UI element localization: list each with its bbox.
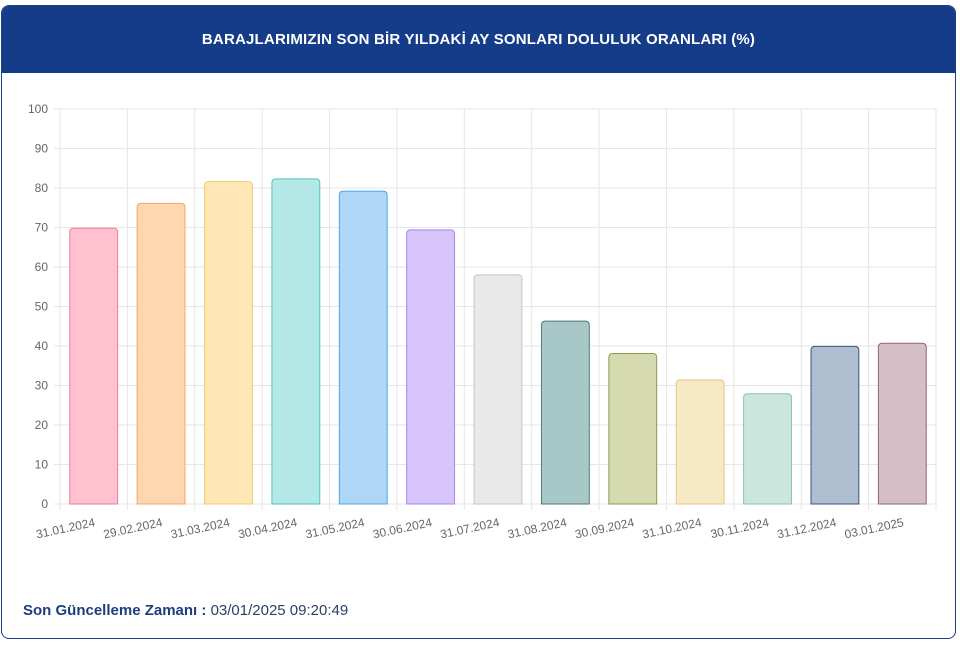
bar-30.11.2024 xyxy=(743,393,792,505)
chart-header: BARAJLARIMIZIN SON BİR YILDAKİ AY SONLAR… xyxy=(2,6,955,73)
bar-31.08.2024 xyxy=(540,320,590,505)
y-tick-label: 40 xyxy=(35,339,49,353)
last-updated: Son Güncelleme Zamanı : 03/01/2025 09:20… xyxy=(23,602,348,619)
x-tick-label: 29.02.2024 xyxy=(102,515,164,541)
x-tick-label: 31.08.2024 xyxy=(506,515,568,541)
y-tick-label: 30 xyxy=(35,379,49,393)
y-tick-label: 70 xyxy=(35,221,49,235)
x-tick-label: 31.05.2024 xyxy=(304,515,366,541)
bar-31.05.2024 xyxy=(338,190,388,505)
x-tick-label: 30.04.2024 xyxy=(237,515,299,541)
chart-title: BARAJLARIMIZIN SON BİR YILDAKİ AY SONLAR… xyxy=(201,31,756,48)
bar-31.03.2024 xyxy=(204,181,253,505)
x-tick-label: 31.12.2024 xyxy=(776,515,838,541)
x-tick-label: 31.01.2024 xyxy=(35,515,97,541)
y-tick-label: 10 xyxy=(35,458,49,472)
bar-03.01.2025 xyxy=(877,342,927,505)
y-tick-label: 50 xyxy=(35,300,49,314)
x-tick-label: 30.06.2024 xyxy=(372,515,434,541)
last-updated-value: 03/01/2025 09:20:49 xyxy=(210,602,349,619)
x-tick-label: 31.07.2024 xyxy=(439,515,501,541)
x-tick-label: 31.10.2024 xyxy=(641,515,703,541)
last-updated-label: Son Güncelleme Zamanı : xyxy=(23,602,207,619)
x-tick-label: 03.01.2025 xyxy=(843,515,905,541)
chart-card: BARAJLARIMIZIN SON BİR YILDAKİ AY SONLAR… xyxy=(1,5,956,639)
bar-30.06.2024 xyxy=(406,229,456,505)
bar-31.01.2024 xyxy=(69,227,119,505)
bar-30.04.2024 xyxy=(271,178,321,505)
x-tick-label: 30.11.2024 xyxy=(709,515,770,541)
y-tick-label: 0 xyxy=(41,497,48,511)
y-tick-label: 80 xyxy=(35,181,49,195)
y-tick-label: 20 xyxy=(35,418,49,432)
bar-29.02.2024 xyxy=(136,202,186,505)
bar-30.09.2024 xyxy=(608,353,658,505)
bar-31.10.2024 xyxy=(675,379,725,505)
y-tick-label: 90 xyxy=(35,142,49,156)
bar-chart: 0 10 20 30 40 50 60 70 80 90 100 31.01.2024 29.02.20… xyxy=(28,102,937,541)
x-tick-label: 30.09.2024 xyxy=(574,515,636,541)
y-tick-label: 60 xyxy=(35,260,49,274)
bar-31.07.2024 xyxy=(473,274,523,505)
bar-31.12.2024 xyxy=(810,345,860,505)
y-tick-label: 100 xyxy=(28,102,48,116)
x-tick-label: 31.03.2024 xyxy=(169,515,231,541)
